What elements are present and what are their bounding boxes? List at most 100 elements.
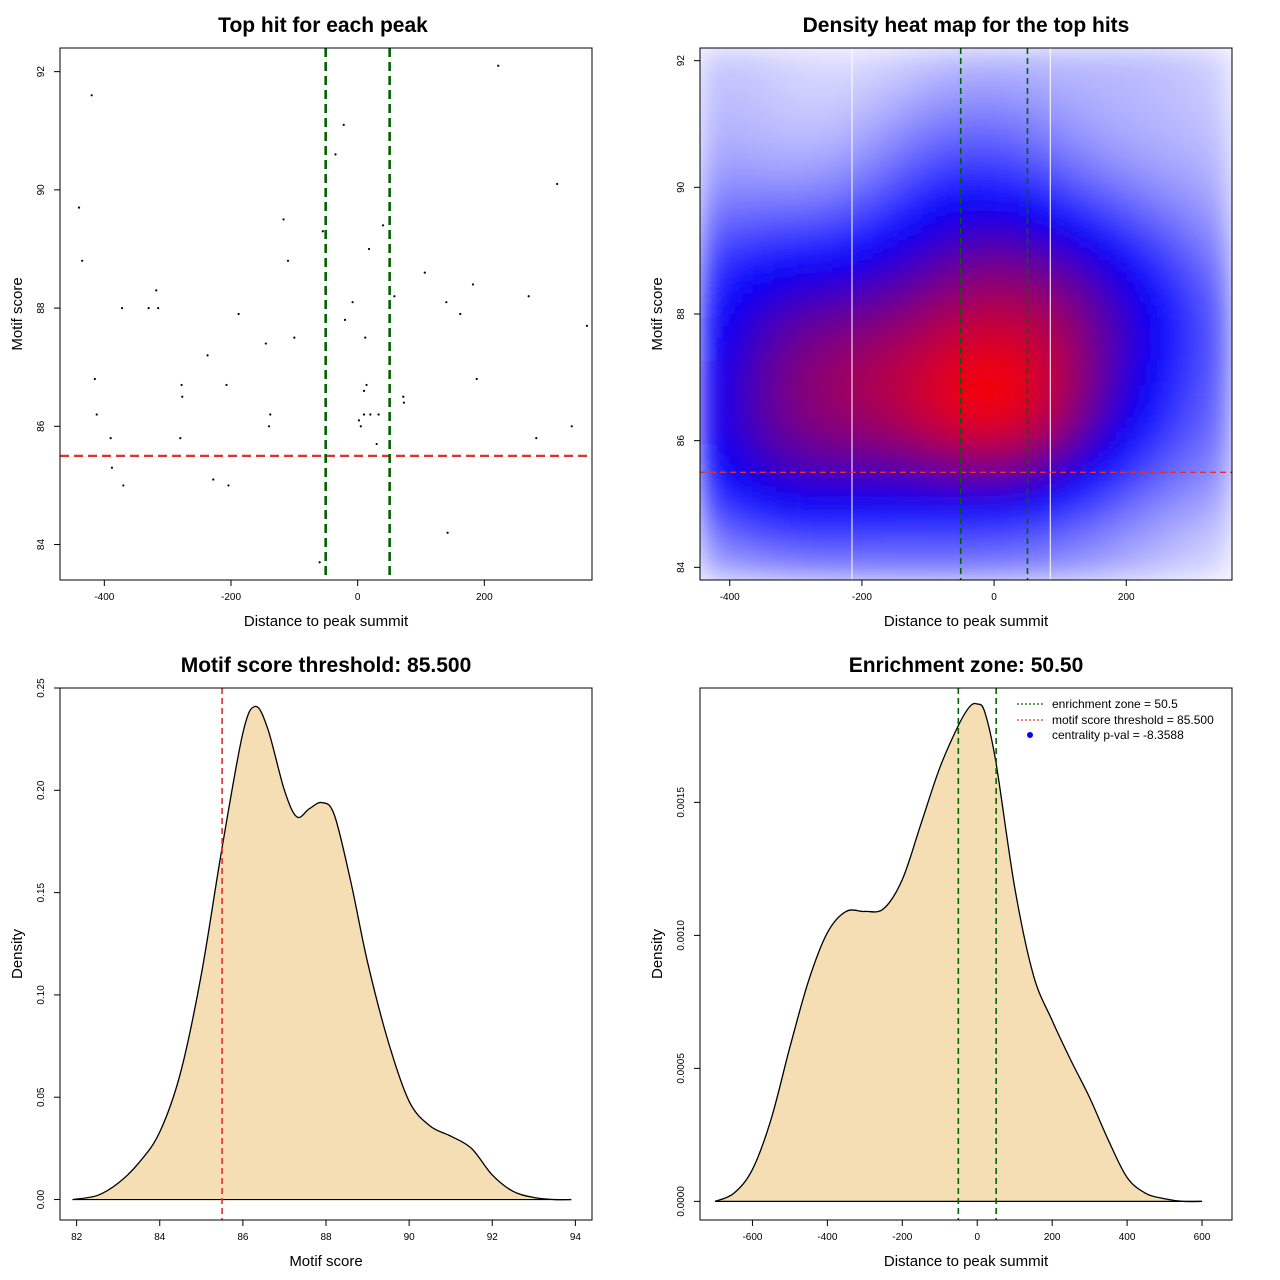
heatmap-cell <box>904 530 919 545</box>
heatmap-cell <box>1085 83 1100 98</box>
heatmap-cell <box>1037 446 1052 461</box>
heatmap-cell <box>1170 385 1185 400</box>
heatmap-cell <box>928 433 943 448</box>
scatter-panel: Top hit for each peak -400 -200 0 200848688… <box>9 14 593 630</box>
heatmap-cell <box>1085 494 1100 509</box>
heatmap-cell <box>1218 397 1232 412</box>
heatmap-cell <box>723 107 738 122</box>
heatmap-cell <box>1061 470 1076 485</box>
heatmap-cell <box>1049 446 1064 461</box>
heatmap-cell <box>880 518 895 533</box>
heatmap-cell <box>916 554 931 569</box>
heatmap-cell <box>759 131 774 146</box>
heatmap-cell <box>759 385 774 400</box>
data-point <box>402 395 405 398</box>
heatmap-cell <box>1110 95 1125 110</box>
heatmap-cell <box>1110 59 1125 74</box>
heatmap-cell <box>916 337 931 352</box>
heatmap-cell <box>1001 192 1016 207</box>
heatmap-cell <box>723 143 738 158</box>
heatmap-cell <box>723 167 738 182</box>
heatmap-cell <box>868 337 883 352</box>
heatmap-cell <box>1158 470 1173 485</box>
heatmap-cell <box>1098 240 1113 255</box>
heatmap-cell <box>1098 167 1113 182</box>
heatmap-cell <box>795 264 810 279</box>
heatmap-cell <box>1134 216 1149 231</box>
x-axis-label: Distance to peak summit <box>884 613 1049 630</box>
heatmap-cell <box>989 276 1004 291</box>
heatmap-cell <box>747 192 762 207</box>
heatmap-cell <box>1158 71 1173 86</box>
heatmap-cell <box>1001 542 1016 557</box>
heatmap-cell <box>783 506 798 521</box>
heatmap-cell <box>880 409 895 424</box>
heatmap-cell <box>1194 216 1209 231</box>
heatmap-cell <box>1098 566 1113 580</box>
heatmap-cell <box>771 119 786 134</box>
heatmap-cell <box>1182 482 1197 497</box>
heatmap-cell <box>1218 228 1232 243</box>
heatmap-cell <box>1061 542 1076 557</box>
heatmap-cell <box>904 155 919 170</box>
heatmap-cell <box>807 566 822 580</box>
score-density-panel: Motif score threshold: 85.500 82 84 86 88 90… <box>9 654 593 1270</box>
heatmap-cell <box>1170 530 1185 545</box>
y-tick-label: 0.05 <box>36 1087 47 1107</box>
heatmap-cell <box>1158 385 1173 400</box>
heatmap-cell <box>1218 373 1232 388</box>
heatmap-cell <box>1122 240 1137 255</box>
heatmap-cell <box>1001 167 1016 182</box>
heatmap-cell <box>1206 446 1221 461</box>
heatmap-cell <box>771 276 786 291</box>
heatmap-cell <box>711 554 726 569</box>
heatmap-cell <box>965 276 980 291</box>
heatmap-cell <box>795 59 810 74</box>
heatmap-cell <box>1013 143 1028 158</box>
heatmap-cell <box>807 192 822 207</box>
heatmap-cell <box>1158 240 1173 255</box>
heatmap-cell <box>868 48 883 62</box>
heatmap-cell <box>711 421 726 436</box>
heatmap-cell <box>1134 361 1149 376</box>
heatmap-cell <box>700 397 714 412</box>
heatmap-cell <box>832 397 847 412</box>
heatmap-cell <box>747 143 762 158</box>
heatmap-cell <box>723 48 738 62</box>
heatmap-cell <box>1206 458 1221 473</box>
heatmap-cell <box>940 373 955 388</box>
heatmap-cell <box>868 530 883 545</box>
heatmap-cell <box>1049 155 1064 170</box>
heatmap-cell <box>711 216 726 231</box>
heatmap-cell <box>747 204 762 219</box>
heatmap-cell <box>1146 83 1161 98</box>
heatmap-cell <box>1001 337 1016 352</box>
heatmap-cell <box>700 204 714 219</box>
heatmap-cell <box>1170 48 1185 62</box>
heatmap-cell <box>1001 48 1016 62</box>
heatmap-cell <box>1073 361 1088 376</box>
heatmap-cell <box>880 349 895 364</box>
y-tick-label: 0.00 <box>36 1189 47 1209</box>
heatmap-cell <box>977 192 992 207</box>
heatmap-cell <box>795 48 810 62</box>
heatmap-cell <box>807 143 822 158</box>
plot-frame <box>699 687 1233 1221</box>
heatmap-cell <box>1001 482 1016 497</box>
heatmap-cell <box>965 167 980 182</box>
heatmap-cell <box>989 107 1004 122</box>
heatmap-cell <box>892 240 907 255</box>
heatmap-cell <box>965 542 980 557</box>
heatmap-cell <box>1049 421 1064 436</box>
heatmap-cell <box>1170 95 1185 110</box>
heatmap-cell <box>856 397 871 412</box>
heatmap-cell <box>1025 506 1040 521</box>
data-point <box>585 324 589 327</box>
heatmap-cell <box>819 228 834 243</box>
heatmap-cell <box>711 518 726 533</box>
heatmap-cell <box>916 446 931 461</box>
heatmap-cell <box>723 204 738 219</box>
y-tick-label: 90 <box>36 184 47 196</box>
heatmap-cell <box>1170 119 1185 134</box>
heatmap-cell <box>1098 349 1113 364</box>
